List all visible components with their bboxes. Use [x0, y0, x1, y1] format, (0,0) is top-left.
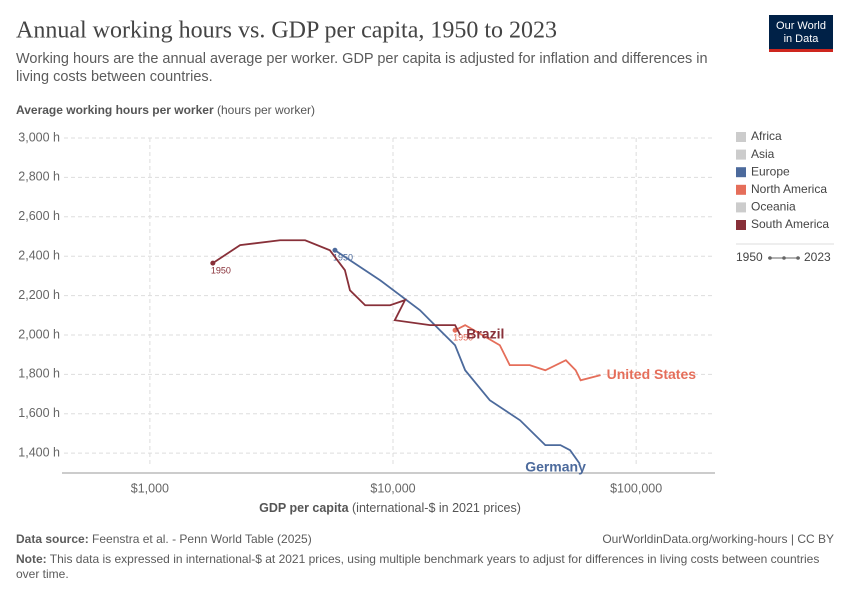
y-tick-label: 3,000 h: [18, 130, 60, 144]
logo-bg: [769, 15, 833, 52]
source: Data source: Feenstra et al. - Penn Worl…: [16, 532, 312, 546]
y-tick-label: 2,000 h: [18, 327, 60, 341]
logo-text: Our World: [776, 20, 826, 32]
legend-label: Oceania: [751, 200, 796, 214]
y-axis-label: Average working hours per worker (hours …: [16, 103, 315, 117]
time-legend-dot: [782, 256, 786, 260]
legend-swatch: [736, 167, 746, 178]
time-legend-dot: [768, 256, 772, 260]
logo-text: in Data: [784, 33, 820, 45]
y-tick-label: 1,600 h: [18, 406, 60, 420]
legend-swatch: [736, 220, 746, 230]
y-axis-title: Average working hours per worker: [16, 103, 214, 117]
note: Note: This data is expressed in internat…: [16, 552, 836, 582]
legend-label: South America: [751, 217, 829, 231]
legend-swatch: [736, 202, 746, 213]
legend-label: North America: [751, 182, 827, 196]
series-label: Brazil: [466, 326, 504, 342]
legend-swatch: [736, 149, 746, 160]
y-tick-label: 1,400 h: [18, 445, 60, 459]
y-tick-label: 1,800 h: [18, 367, 60, 381]
y-tick-label: 2,400 h: [18, 248, 60, 262]
legend-swatch: [736, 184, 746, 195]
x-tick-label: $100,000: [610, 481, 662, 495]
url: OurWorldinData.org/working-hours | CC BY: [602, 532, 834, 546]
start-point: [332, 247, 338, 253]
subtitle-box: Working hours are the annual average per…: [16, 51, 708, 85]
legend-label: Africa: [751, 129, 782, 143]
series-line: [334, 249, 581, 465]
legend-label: Europe: [751, 164, 790, 178]
note-label: Note:: [16, 552, 47, 566]
chart-title: Annual working hours vs. GDP per capita,…: [16, 18, 557, 44]
start-year: 1950: [453, 333, 473, 343]
source-label: Data source:: [16, 532, 89, 546]
subtitle: Working hours are the annual average per…: [16, 51, 708, 85]
y-axis-unit: (hours per worker): [217, 103, 315, 117]
series-label: Germany: [525, 459, 586, 475]
series-label: United States: [607, 366, 697, 382]
legend-swatch: [736, 132, 746, 142]
y-tick-label: 2,600 h: [18, 209, 60, 223]
source-text: Feenstra et al. - Penn World Table (2025…: [92, 532, 312, 546]
series-line: [212, 239, 462, 336]
logo-bar: [769, 49, 833, 52]
legend-label: Asia: [751, 147, 775, 161]
x-axis-label: GDP per capita (international-$ in 2021 …: [259, 501, 521, 515]
y-tick-label: 2,800 h: [18, 170, 60, 184]
start-year: 1950: [333, 253, 353, 263]
start-point: [210, 260, 216, 266]
time-legend-dot: [796, 256, 800, 260]
series-line: [454, 324, 601, 382]
time-legend-end: 2023: [804, 250, 831, 264]
start-year: 1950: [211, 265, 231, 275]
x-axis-title: GDP per capita: [259, 501, 349, 515]
x-axis-unit: (international-$ in 2021 prices): [352, 501, 521, 515]
y-tick-label: 2,200 h: [18, 288, 60, 302]
note-text: This data is expressed in international-…: [16, 552, 820, 581]
note-box: Note: This data is expressed in internat…: [16, 552, 836, 582]
time-legend-start: 1950: [736, 250, 763, 264]
x-tick-label: $1,000: [131, 481, 169, 495]
x-tick-label: $10,000: [370, 481, 415, 495]
